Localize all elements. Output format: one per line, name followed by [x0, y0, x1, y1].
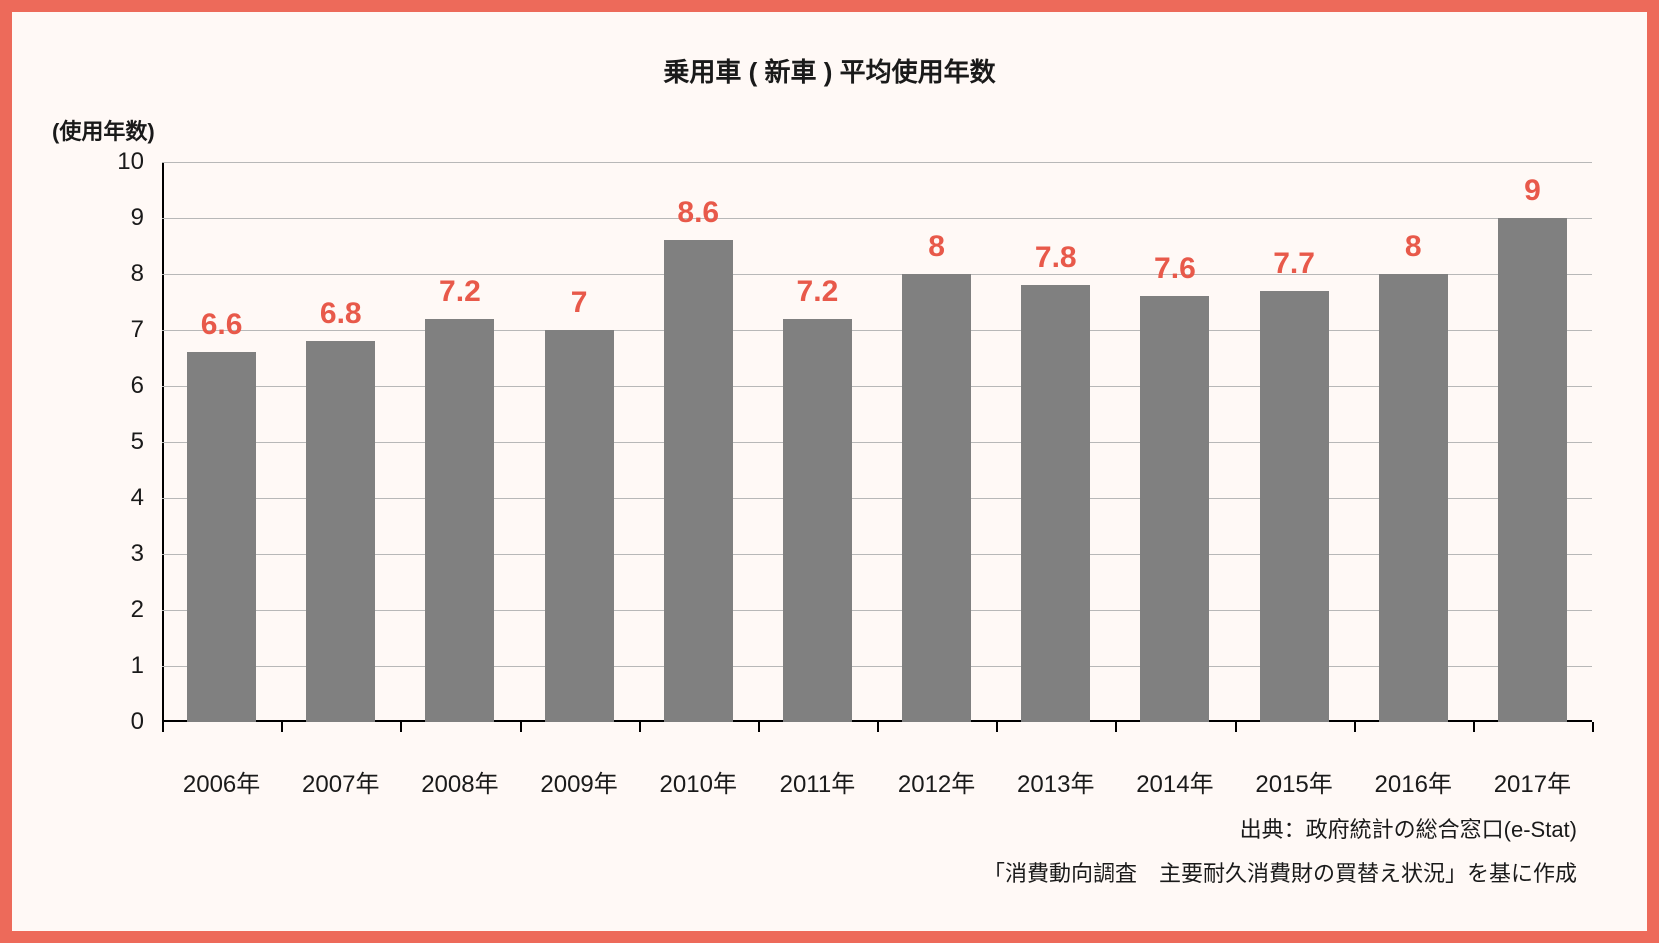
gridline — [162, 330, 1592, 331]
x-category-label: 2011年 — [780, 764, 856, 799]
x-tick — [1473, 722, 1475, 732]
x-tick — [758, 722, 760, 732]
source-line-1: 出典：政府統計の総合窓口(e-Stat) — [1240, 812, 1577, 844]
x-category-label: 2012年 — [898, 764, 975, 799]
x-tick — [400, 722, 402, 732]
x-category-label: 2015年 — [1255, 764, 1332, 799]
bar-value-label: 6.6 — [201, 308, 243, 342]
gridline — [162, 386, 1592, 387]
y-tick-label: 5 — [84, 428, 144, 456]
gridline — [162, 610, 1592, 611]
chart-title: 乗用車 ( 新車 ) 平均使用年数 — [12, 52, 1647, 89]
bar-value-label: 6.8 — [320, 297, 362, 331]
bar — [902, 274, 971, 722]
bar — [1379, 274, 1448, 722]
x-category-label: 2010年 — [660, 764, 737, 799]
y-tick-label: 0 — [84, 708, 144, 736]
bar — [1021, 285, 1090, 722]
x-category-label: 2017年 — [1494, 764, 1571, 799]
bar — [1498, 218, 1567, 722]
bar-value-label: 7.2 — [439, 275, 481, 309]
x-tick — [1235, 722, 1237, 732]
gridline — [162, 554, 1592, 555]
x-tick — [162, 722, 164, 732]
y-tick-label: 9 — [84, 204, 144, 232]
y-tick-label: 1 — [84, 652, 144, 680]
bar-value-label: 7.2 — [797, 275, 839, 309]
chart-frame: 乗用車 ( 新車 ) 平均使用年数 (使用年数) 0 1 2 3 4 5 6 7 8 9 10 6.6… — [12, 12, 1647, 931]
x-tick — [877, 722, 879, 732]
gridline — [162, 498, 1592, 499]
bar-value-label: 7.7 — [1273, 247, 1315, 281]
bar-value-label: 8.6 — [677, 196, 719, 230]
y-tick-label: 10 — [84, 148, 144, 176]
x-category-label: 2007年 — [302, 764, 379, 799]
x-category-label: 2009年 — [540, 764, 617, 799]
y-axis-label: (使用年数) — [52, 114, 155, 146]
chart-outer: 乗用車 ( 新車 ) 平均使用年数 (使用年数) 0 1 2 3 4 5 6 7 8 9 10 6.6… — [0, 0, 1659, 943]
bar-value-label: 9 — [1524, 174, 1541, 208]
bar-value-label: 8 — [928, 230, 945, 264]
bar — [187, 352, 256, 722]
bar — [545, 330, 614, 722]
x-tick — [1354, 722, 1356, 732]
x-tick — [639, 722, 641, 732]
y-tick-label: 6 — [84, 372, 144, 400]
x-category-label: 2016年 — [1375, 764, 1452, 799]
x-tick — [1115, 722, 1117, 732]
y-tick-label: 7 — [84, 316, 144, 344]
x-tick — [1592, 722, 1594, 732]
bar — [1140, 296, 1209, 722]
bar-value-label: 7.8 — [1035, 241, 1077, 275]
gridline — [162, 162, 1592, 163]
x-tick — [996, 722, 998, 732]
gridline — [162, 442, 1592, 443]
bar-value-label: 7.6 — [1154, 252, 1196, 286]
source-line-2: 「消費動向調査 主要耐久消費財の買替え状況」を基に作成 — [983, 856, 1577, 888]
gridline — [162, 274, 1592, 275]
x-tick — [520, 722, 522, 732]
y-tick-label: 3 — [84, 540, 144, 568]
bar — [783, 319, 852, 722]
gridline — [162, 218, 1592, 219]
bar-value-label: 7 — [571, 286, 588, 320]
y-tick-label: 4 — [84, 484, 144, 512]
x-category-label: 2008年 — [421, 764, 498, 799]
bar — [306, 341, 375, 722]
x-tick — [281, 722, 283, 732]
x-category-label: 2013年 — [1017, 764, 1094, 799]
bar — [425, 319, 494, 722]
bar — [664, 240, 733, 722]
x-category-label: 2014年 — [1136, 764, 1213, 799]
plot-area: 0123456789106.62006年6.82007年7.22008年7200… — [162, 162, 1592, 722]
gridline — [162, 666, 1592, 667]
x-category-label: 2006年 — [183, 764, 260, 799]
y-tick-label: 8 — [84, 260, 144, 288]
bar — [1260, 291, 1329, 722]
y-tick-label: 2 — [84, 596, 144, 624]
bar-value-label: 8 — [1405, 230, 1422, 264]
